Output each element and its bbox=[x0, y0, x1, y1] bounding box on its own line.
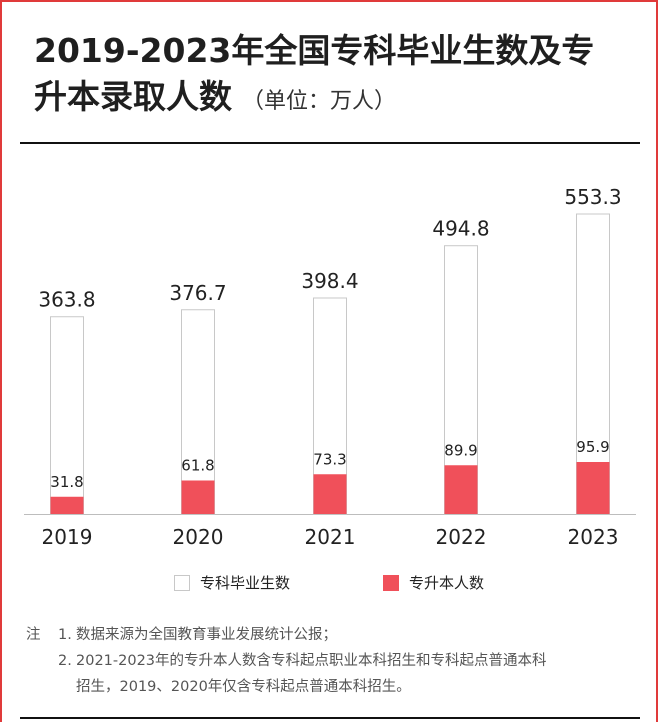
legend-item-graduates: 专科毕业生数 bbox=[174, 572, 290, 593]
data-label-upgrade-2019: 31.8 bbox=[50, 473, 83, 491]
chart-title-line2: 升本录取人数 （单位：万人） bbox=[34, 74, 634, 125]
data-label-upgrade-2023: 95.9 bbox=[576, 438, 609, 456]
bar-graduates-2019 bbox=[50, 316, 84, 515]
unit-label: （单位：万人） bbox=[242, 89, 397, 114]
data-label-upgrade-2020: 61.8 bbox=[181, 456, 214, 474]
bar-chart: 363.8 31.8 2019 376.7 61.8 2020 398.4 73.3 2021 4… bbox=[24, 185, 636, 549]
note-prefix: 注 bbox=[26, 627, 41, 643]
x-tick-label-2019: 2019 bbox=[42, 525, 93, 549]
data-label-graduates-2021: 398.4 bbox=[301, 269, 358, 293]
x-tick-label-2022: 2022 bbox=[436, 525, 487, 549]
footnotes: 注 1. 数据来源为全国教育事业发展统计公报； 2. 2021-2023年的专升… bbox=[26, 622, 636, 700]
bar-upgrade-2021 bbox=[313, 474, 347, 514]
title-block: 2019-2023年全国专科毕业生数及专 升本录取人数 （单位：万人） bbox=[34, 28, 634, 125]
note-1: 注 1. 数据来源为全国教育事业发展统计公报； bbox=[26, 622, 636, 648]
data-label-upgrade-2022: 89.9 bbox=[444, 441, 477, 459]
legend-label-graduates: 专科毕业生数 bbox=[200, 574, 291, 592]
bar-upgrade-2022 bbox=[444, 465, 478, 514]
x-tick-label-2023: 2023 bbox=[568, 525, 619, 549]
top-rule bbox=[20, 142, 640, 144]
chart-title-line2-text: 升本录取人数 bbox=[34, 77, 232, 116]
data-label-upgrade-2021: 73.3 bbox=[313, 450, 346, 468]
bottom-rule bbox=[20, 717, 640, 719]
bar-upgrade-2023 bbox=[576, 462, 610, 514]
legend-swatch-graduates bbox=[174, 574, 190, 591]
bar-upgrade-2020 bbox=[181, 480, 215, 514]
data-label-graduates-2022: 494.8 bbox=[432, 217, 489, 241]
legend-item-upgrade: 专升本人数 bbox=[383, 572, 484, 593]
note-1-text: 数据来源为全国教育事业发展统计公报； bbox=[76, 627, 337, 643]
data-label-graduates-2019: 363.8 bbox=[38, 288, 95, 312]
note-2-text-line1: 2021-2023年的专升本人数含专科起点职业本科招生和专科起点普通本科 bbox=[76, 653, 547, 669]
legend-label-upgrade: 专升本人数 bbox=[409, 574, 485, 592]
legend: 专科毕业生数 专升本人数 bbox=[0, 572, 660, 600]
note-2: 2. 2021-2023年的专升本人数含专科起点职业本科招生和专科起点普通本科 bbox=[26, 648, 636, 674]
x-tick-label-2020: 2020 bbox=[173, 525, 224, 549]
bar-graduates-2020 bbox=[181, 309, 215, 515]
legend-swatch-upgrade bbox=[383, 574, 399, 591]
note-2-text-line2: 招生，2019、2020年仅含专科起点普通本科招生。 bbox=[76, 679, 411, 695]
data-label-graduates-2020: 376.7 bbox=[169, 281, 226, 305]
note-2-number: 2. bbox=[58, 653, 72, 669]
bar-upgrade-2019 bbox=[50, 496, 84, 514]
x-tick-label-2021: 2021 bbox=[305, 525, 356, 549]
data-label-graduates-2023: 553.3 bbox=[564, 185, 621, 209]
note-1-number: 1. bbox=[58, 627, 72, 643]
chart-title-line1: 2019-2023年全国专科毕业生数及专 bbox=[34, 31, 595, 70]
